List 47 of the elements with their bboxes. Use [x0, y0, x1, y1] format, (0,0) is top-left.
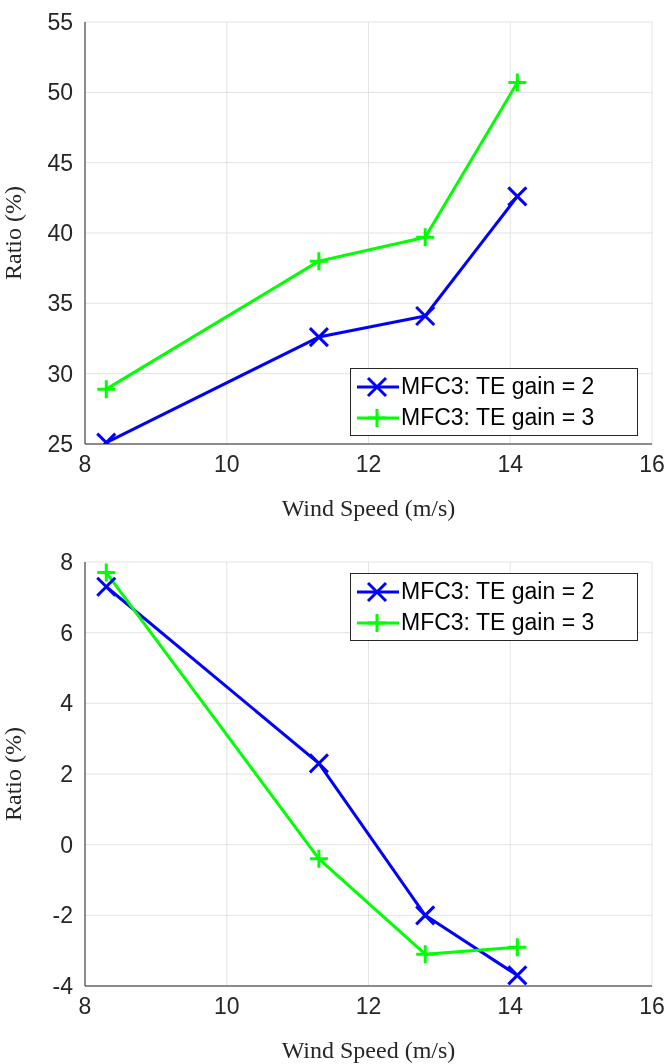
point: [308, 326, 330, 348]
point: [308, 752, 330, 774]
x-tick-label: 16: [639, 993, 665, 1020]
y-axis-title: Ratio (%): [0, 727, 26, 821]
y-tick-label: 50: [47, 79, 73, 106]
legend-label: MFC3: TE gain = 2: [401, 373, 595, 400]
x-tick-label: 10: [213, 451, 240, 478]
point: [414, 305, 436, 327]
point: [95, 562, 117, 584]
x-tick-label: 14: [497, 451, 524, 478]
point: [95, 378, 117, 400]
point: [308, 848, 330, 870]
legend-label: MFC3: TE gain = 2: [401, 578, 595, 605]
x-tick-label: 12: [355, 451, 382, 478]
x-tick-label: 8: [78, 993, 92, 1020]
point: [95, 576, 117, 598]
y-tick-label: 2: [60, 761, 73, 788]
y-tick-label: 35: [47, 290, 73, 317]
x-axis-title: Wind Speed (m/s): [281, 495, 456, 521]
y-tick-label: 6: [60, 619, 73, 646]
x-axis-title: Wind Speed (m/s): [281, 1037, 456, 1063]
x-tick-label: 8: [78, 451, 92, 478]
point: [414, 226, 436, 248]
x-tick-label: 14: [497, 993, 524, 1020]
point: [506, 185, 528, 207]
y-tick-label: -2: [52, 902, 73, 929]
y-tick-label: 25: [47, 431, 73, 458]
x-tick-label: 16: [639, 451, 665, 478]
y-tick-label: 55: [47, 9, 73, 36]
y-tick-label: 40: [47, 220, 73, 247]
point: [506, 936, 528, 958]
point: [414, 943, 436, 965]
y-tick-label: 30: [47, 360, 73, 387]
y-tick-label: 45: [47, 149, 73, 176]
y-axis-title: Ratio (%): [0, 186, 26, 280]
point: [506, 71, 528, 93]
x-tick-label: 12: [355, 993, 382, 1020]
y-tick-label: -4: [52, 973, 74, 1000]
point: [414, 904, 436, 926]
legend-label: MFC3: TE gain = 3: [401, 609, 595, 636]
y-tick-label: 0: [60, 831, 73, 858]
point: [506, 964, 528, 986]
y-tick-label: 8: [60, 549, 73, 576]
x-tick-label: 10: [213, 993, 240, 1020]
legend-label: MFC3: TE gain = 3: [401, 404, 595, 431]
y-tick-label: 4: [60, 690, 74, 717]
point: [308, 250, 330, 272]
